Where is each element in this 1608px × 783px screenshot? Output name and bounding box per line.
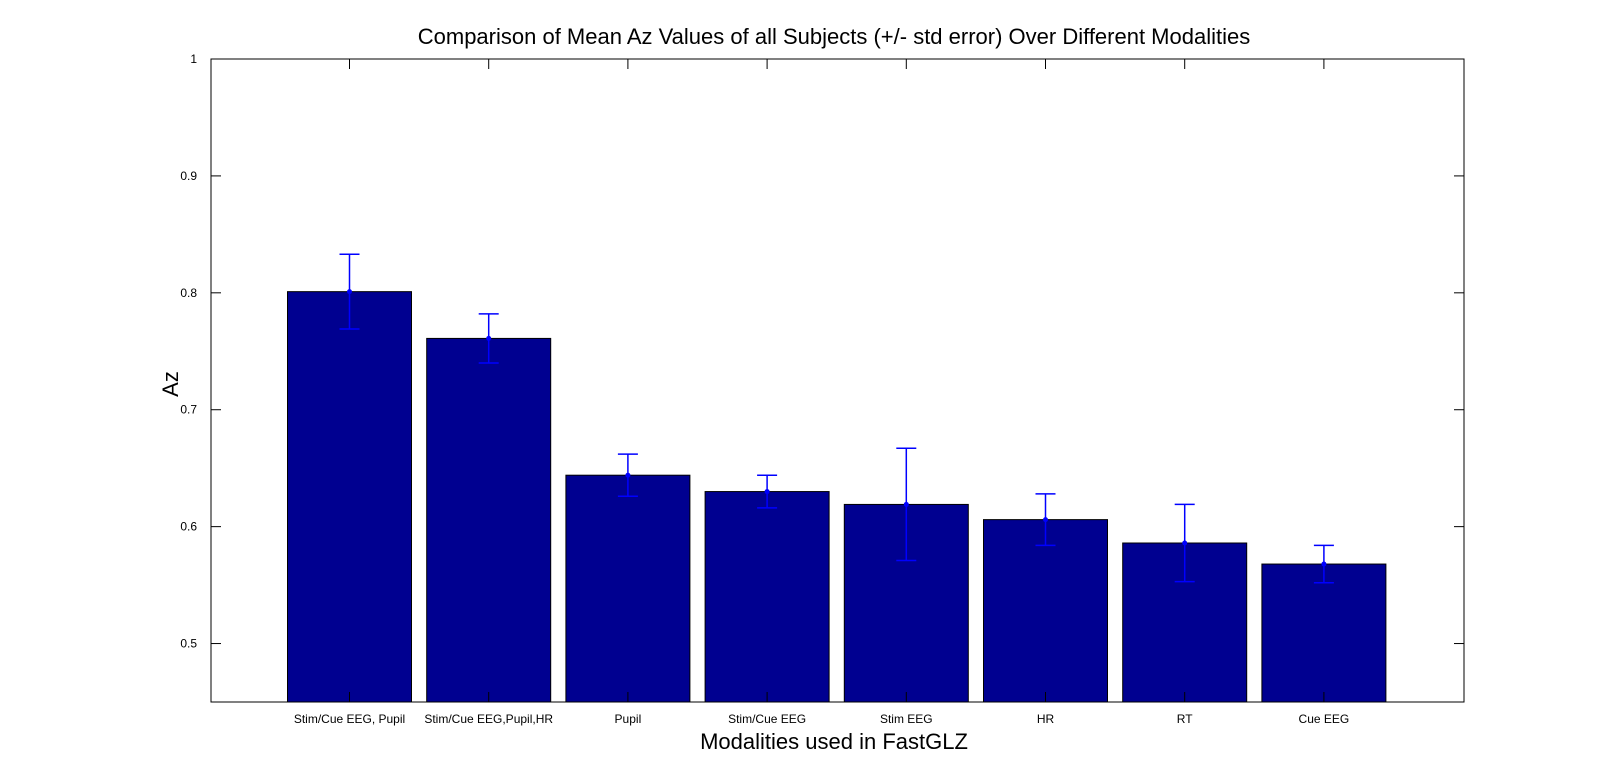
error-bar [1174,503,1195,583]
plot-area [210,58,1465,703]
x-tick-label: RT [1177,712,1193,726]
mean-marker [625,472,631,478]
error-bar [339,253,360,330]
bar [704,491,830,703]
bar [426,337,552,703]
mean-marker [764,489,770,495]
x-axis-label: Modalities used in FastGLZ [700,729,968,754]
mean-marker [1321,561,1327,567]
x-tick-label: Cue EEG [1299,712,1350,726]
x-axis-ticks: Stim/Cue EEG, Pupil Stim/Cue EEG,Pupil,HR… [294,59,1349,726]
y-axis-label: Az [158,371,183,397]
y-tick-label: 0.9 [180,169,197,183]
error-bar [757,474,778,509]
bar [983,519,1108,703]
y-tick-label: 0.8 [180,286,197,300]
mean-marker [347,289,352,295]
plot-frame [210,58,1465,703]
y-tick-label: 0.5 [180,637,197,651]
error-bar [617,453,638,497]
bar [287,291,412,703]
y-tick-label: 0.7 [180,403,197,417]
mean-marker [1043,517,1048,523]
error-bar [1035,493,1056,547]
error-bar [1313,544,1334,584]
error-bar [896,447,917,562]
bar [1261,563,1387,703]
x-tick-label: Stim/Cue EEG, Pupil [294,712,405,726]
x-tick-label: HR [1037,712,1055,726]
mean-marker [1182,540,1188,546]
x-tick-label: Stim/Cue EEG,Pupil,HR [424,712,553,726]
y-tick-label: 0.6 [180,520,197,534]
y-axis-ticks: 0.5 0.6 0.7 0.8 0.9 1 [180,52,1464,651]
mean-marker [903,501,909,507]
error-bar [478,313,499,364]
error-bars-group [339,253,1334,584]
x-tick-label: Stim/Cue EEG [728,712,806,726]
bars-group [287,291,1387,703]
y-tick-label: 1 [190,52,197,66]
chart-title: Comparison of Mean Az Values of all Subj… [418,24,1250,49]
bar [565,474,691,703]
x-tick-label: Pupil [615,712,642,726]
x-tick-label: Stim EEG [880,712,933,726]
mean-marker [486,335,492,341]
